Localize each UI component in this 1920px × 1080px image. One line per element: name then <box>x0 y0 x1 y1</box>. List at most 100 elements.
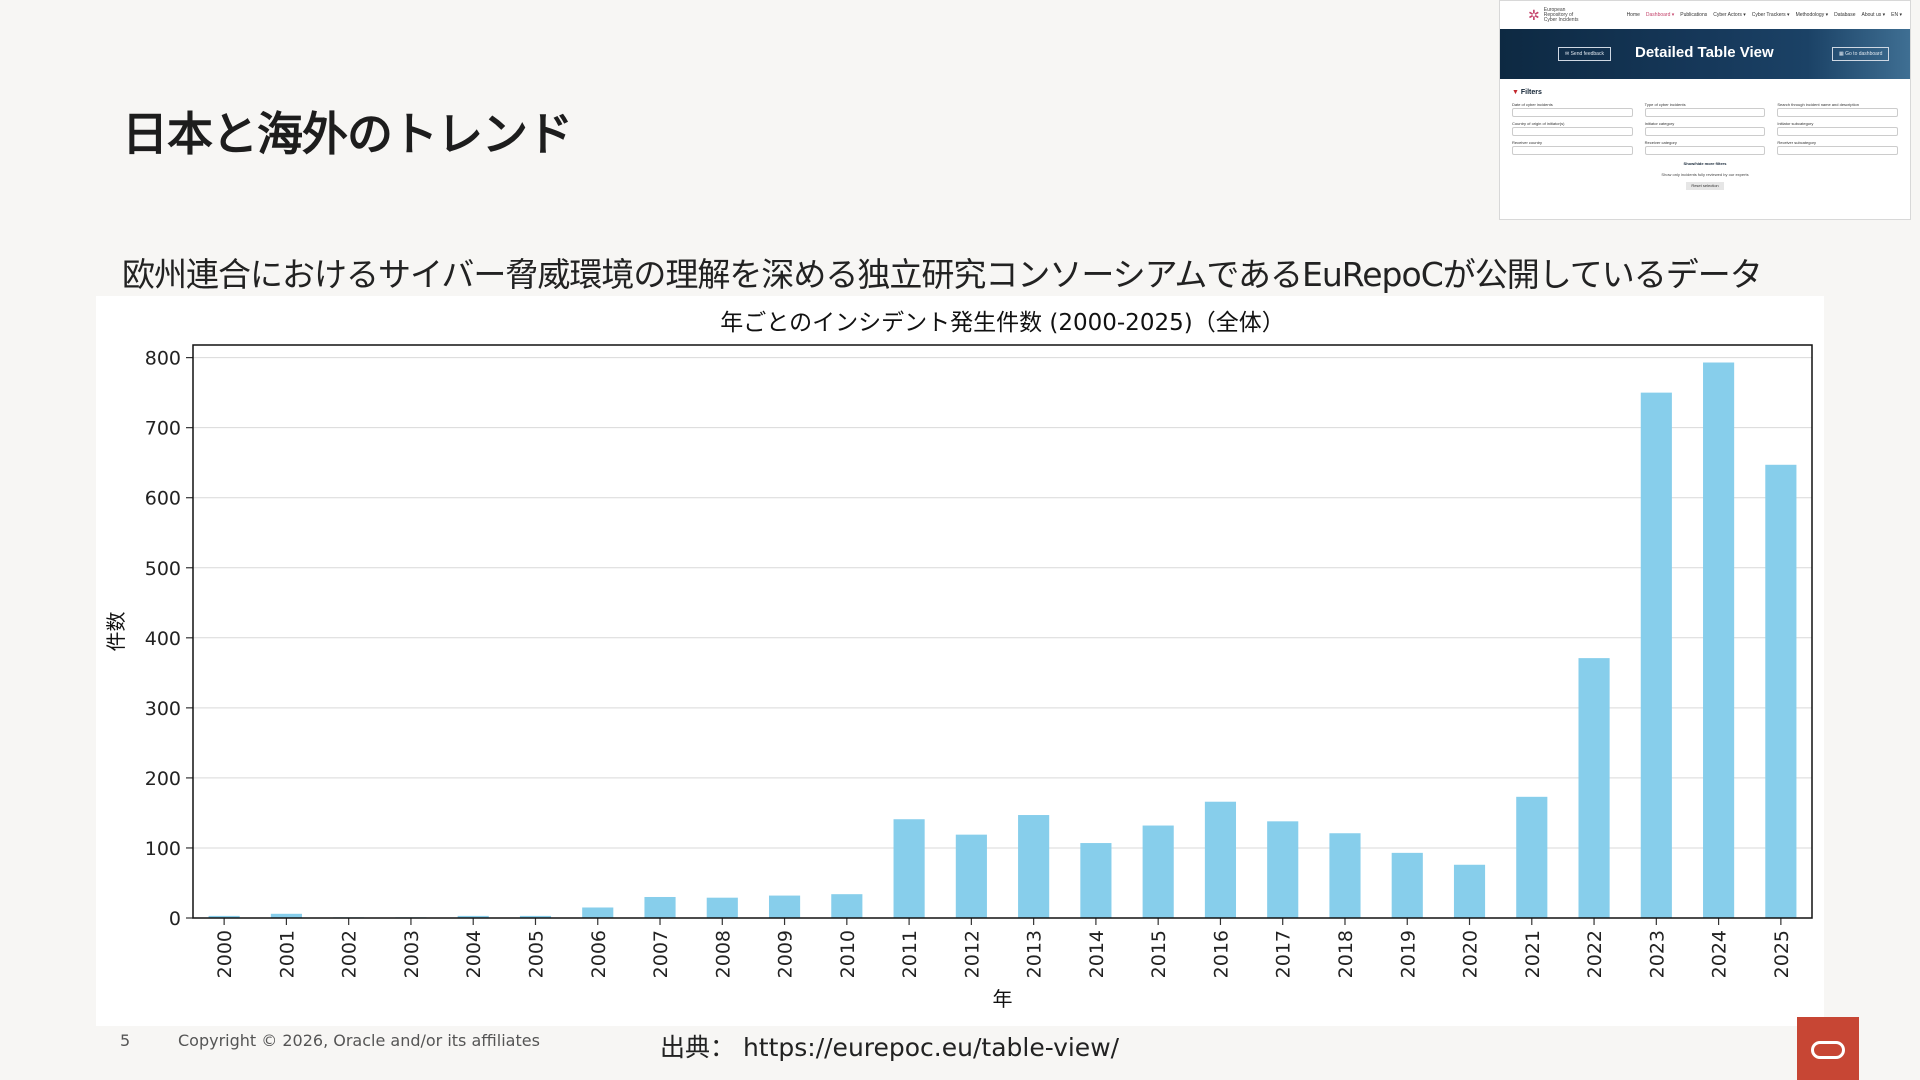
x-tick-label: 2009 <box>775 930 797 978</box>
bar-2009 <box>768 895 801 918</box>
filter-field-label: Initiator category <box>1644 121 1675 126</box>
x-tick-label: 2020 <box>1460 930 1482 978</box>
filter-field-box <box>1777 146 1898 155</box>
filter-icon: ▼ <box>1512 89 1519 96</box>
x-tick-label: 2003 <box>401 930 423 978</box>
thumbnail-filter-field: Country of origin of initiator(s) <box>1512 121 1633 136</box>
bar-2015 <box>1142 825 1174 918</box>
x-tick-label: 2005 <box>525 930 547 978</box>
thumbnail-nav-item: Methodology ▾ <box>1795 12 1829 18</box>
filter-field-box <box>1644 146 1766 155</box>
filter-field-label: Receiver category <box>1644 140 1677 145</box>
filter-field-box <box>1644 127 1766 136</box>
bar-2022 <box>1578 658 1610 918</box>
oracle-logo-icon <box>1797 1017 1859 1080</box>
thumbnail-banner-title: Detailed Table View <box>1635 44 1774 61</box>
slide-subtitle: 欧州連合におけるサイバー脅威環境の理解を深める独立研究コンソーシアムであるEuR… <box>122 255 1763 294</box>
bar-2007 <box>644 896 676 918</box>
bar-2012 <box>955 834 987 918</box>
filter-field-box <box>1512 108 1633 117</box>
plot-frame <box>192 344 1813 919</box>
eurepoc-screenshot-thumbnail: ✲ European Repository of Cyber Incidents… <box>1499 0 1911 220</box>
thumbnail-nav-item: Database <box>1834 12 1856 18</box>
y-axis-label: 件数 <box>104 612 128 652</box>
x-tick-label: 2004 <box>463 930 485 978</box>
reviewed-only-checkbox-label: Show only incidents fully reviewed by ou… <box>1661 172 1749 177</box>
filter-field-box <box>1512 146 1633 155</box>
filter-field-label: Type of cyber incidents <box>1644 102 1686 107</box>
oracle-logo-ring <box>1811 1041 1845 1059</box>
bar-2025 <box>1765 464 1797 918</box>
x-tick-label: 2022 <box>1584 930 1606 978</box>
bar-2024 <box>1703 362 1735 918</box>
thumbnail-filter-field: Receiver country <box>1512 140 1633 155</box>
x-tick-label: 2008 <box>712 930 734 978</box>
bar-2010 <box>831 894 863 918</box>
y-tick-label: 0 <box>169 908 181 930</box>
bar-2004 <box>457 915 489 918</box>
x-tick-label: 2025 <box>1771 930 1793 978</box>
thumbnail-filter-field: Date of cyber incidents <box>1512 102 1633 117</box>
thumbnail-filter-field: Initiator category <box>1644 121 1766 136</box>
copyright-notice: Copyright © 2026, Oracle and/or its affi… <box>178 1031 540 1050</box>
x-tick-label: 2002 <box>339 930 361 978</box>
bar-2016 <box>1204 801 1237 918</box>
x-tick-label: 2015 <box>1148 930 1170 978</box>
filter-field-label: Initiator subcategory <box>1777 121 1814 126</box>
thumbnail-nav-item: Home <box>1626 12 1640 18</box>
filter-field-box <box>1777 108 1898 117</box>
x-tick-label: 2019 <box>1397 930 1419 978</box>
filter-field-label: Receiver country <box>1512 140 1543 145</box>
incident-bar-chart: 0 100 200 300 400 500 600 700 800 2000 2001 2002 200… <box>104 310 1813 1011</box>
y-tick-label: 100 <box>145 838 181 860</box>
filter-field-box <box>1512 127 1633 136</box>
filters-title: ▼ Filters <box>1512 89 1898 96</box>
bar-2000 <box>208 915 240 918</box>
bar-2014 <box>1080 843 1112 918</box>
y-tick-label: 800 <box>145 348 181 370</box>
bar-2005 <box>519 915 552 918</box>
bar-2006 <box>582 907 614 918</box>
send-feedback-button: ✉ Send feedback <box>1558 47 1611 61</box>
x-tick-label: 2023 <box>1646 930 1668 978</box>
bar-2013 <box>1018 815 1050 918</box>
bar-2020 <box>1453 864 1486 918</box>
thumbnail-logo-text: European Repository of Cyber Incidents <box>1544 7 1592 23</box>
reset-selection-button: Reset selection <box>1686 182 1724 190</box>
page-number: 5 <box>120 1031 131 1050</box>
thumbnail-nav-item: Cyber Trackers ▾ <box>1751 12 1790 18</box>
bar-2017 <box>1267 821 1299 918</box>
show-more-filters-link: Show/hide more filters <box>1683 161 1727 166</box>
thumbnail-filter-field: Receiver category <box>1644 140 1766 155</box>
bar-2008 <box>706 897 738 918</box>
bar-2021 <box>1516 796 1548 918</box>
thumbnail-filter-field: Search through incident name and descrip… <box>1777 102 1898 117</box>
y-tick-label: 400 <box>145 628 181 650</box>
y-tick-label: 500 <box>145 558 181 580</box>
x-tick-label: 2011 <box>899 930 921 978</box>
x-tick-label: 2007 <box>650 930 672 978</box>
filter-field-box <box>1644 108 1766 117</box>
x-tick-label: 2018 <box>1335 930 1357 978</box>
x-tick-label: 2001 <box>276 930 298 978</box>
filter-field-box <box>1777 127 1898 136</box>
thumbnail-filter-field: Type of cyber incidents <box>1644 102 1766 117</box>
slide-title: 日本と海外のトレンド <box>122 107 573 161</box>
thumbnail-filter-field: Receiver subcategory <box>1777 140 1898 155</box>
thumbnail-navbar: ✲ European Repository of Cyber Incidents… <box>1500 1 1910 29</box>
thumbnail-nav-item: Cyber Actors ▾ <box>1713 12 1746 18</box>
bar-2018 <box>1329 833 1361 918</box>
x-axis-label: 年 <box>993 987 1013 1011</box>
bar-2001 <box>270 913 302 918</box>
thumbnail-nav-item: Dashboard ▾ <box>1645 12 1675 18</box>
thumbnail-banner: ✉ Send feedback Detailed Table View ▦ Go… <box>1500 29 1910 79</box>
x-tick-label: 2006 <box>588 930 610 978</box>
y-tick-label: 300 <box>145 698 181 720</box>
x-tick-label: 2016 <box>1210 930 1232 978</box>
y-tick-label: 700 <box>145 418 181 440</box>
bar-2011 <box>893 819 925 918</box>
x-tick-label: 2012 <box>961 930 983 978</box>
chart-panel: 0 100 200 300 400 500 600 700 800 2000 2001 2002 200… <box>96 296 1824 1026</box>
network-logo-icon: ✲ <box>1528 6 1540 23</box>
chart-title: 年ごとのインシデント発生件数 (2000-2025)（全体） <box>720 310 1284 336</box>
